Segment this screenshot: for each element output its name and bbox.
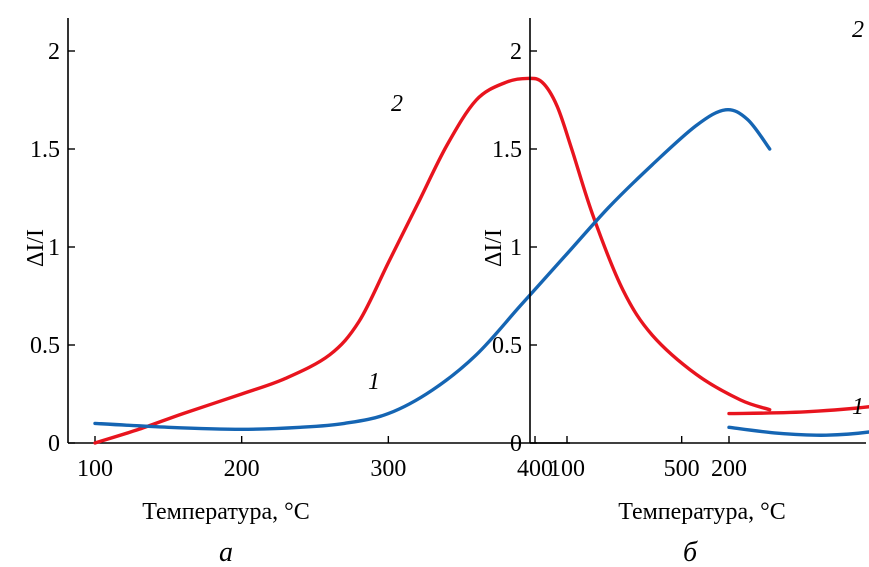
y-tick-label-b-1: 0.5 bbox=[492, 333, 522, 359]
x-tick-label-a-2: 300 bbox=[370, 456, 406, 482]
y-tick-label-a-4: 2 bbox=[48, 39, 60, 65]
y-tick-label-b-2: 1 bbox=[510, 235, 522, 261]
x-tick-label-a-3: 400 bbox=[517, 456, 553, 482]
series-label-a-2: 2 bbox=[391, 91, 403, 117]
y-axis-label-b: ΔI/I bbox=[481, 229, 507, 267]
panel-label-a: а bbox=[219, 537, 233, 567]
y-tick-label-b-0: 0 bbox=[510, 431, 522, 457]
x-tick-label-b-1: 200 bbox=[711, 456, 747, 482]
y-tick-label-a-1: 0.5 bbox=[30, 333, 60, 359]
y-tick-label-a-0: 0 bbox=[48, 431, 60, 457]
y-axis-label-a: ΔI/I bbox=[23, 229, 49, 267]
series-label-b-1: 1 bbox=[852, 394, 864, 420]
y-tick-label-a-3: 1.5 bbox=[30, 137, 60, 163]
x-tick-label-a-0: 100 bbox=[77, 456, 113, 482]
y-ticks-b: 0 0.5 1 1.5 2 bbox=[492, 39, 537, 457]
y-tick-label-b-3: 1.5 bbox=[492, 137, 522, 163]
y-ticks-a: 0 0.5 1 1.5 2 bbox=[30, 39, 75, 457]
x-tick-label-a-1: 200 bbox=[224, 456, 260, 482]
series-line-b-1 bbox=[727, 405, 869, 416]
series-layer-b bbox=[727, 405, 869, 437]
x-tick-label-b-0: 100 bbox=[549, 456, 585, 482]
series-label-b-2: 2 bbox=[852, 17, 864, 43]
series-label-a-1: 1 bbox=[368, 369, 380, 395]
x-axis-label-b: Температура, °С bbox=[618, 499, 786, 525]
series-layer-a bbox=[93, 76, 772, 445]
x-axis-label-a: Температура, °С bbox=[142, 499, 310, 525]
x-tick-label-a-4: 500 bbox=[664, 456, 700, 482]
series-line-b-2 bbox=[727, 425, 869, 437]
y-tick-label-b-4: 2 bbox=[510, 39, 522, 65]
series-line-a-1 bbox=[93, 76, 772, 445]
y-tick-label-a-2: 1 bbox=[48, 235, 60, 261]
panel-label-b: б bbox=[683, 537, 698, 567]
series-line-a-2 bbox=[93, 107, 772, 431]
x-ticks-a: 100 200 300 400 500 bbox=[77, 436, 700, 482]
chart-panel-a: ΔI/I 0 0.5 1 1.5 2 100 200 300 400 500 1 2 Темпе… bbox=[23, 18, 772, 567]
